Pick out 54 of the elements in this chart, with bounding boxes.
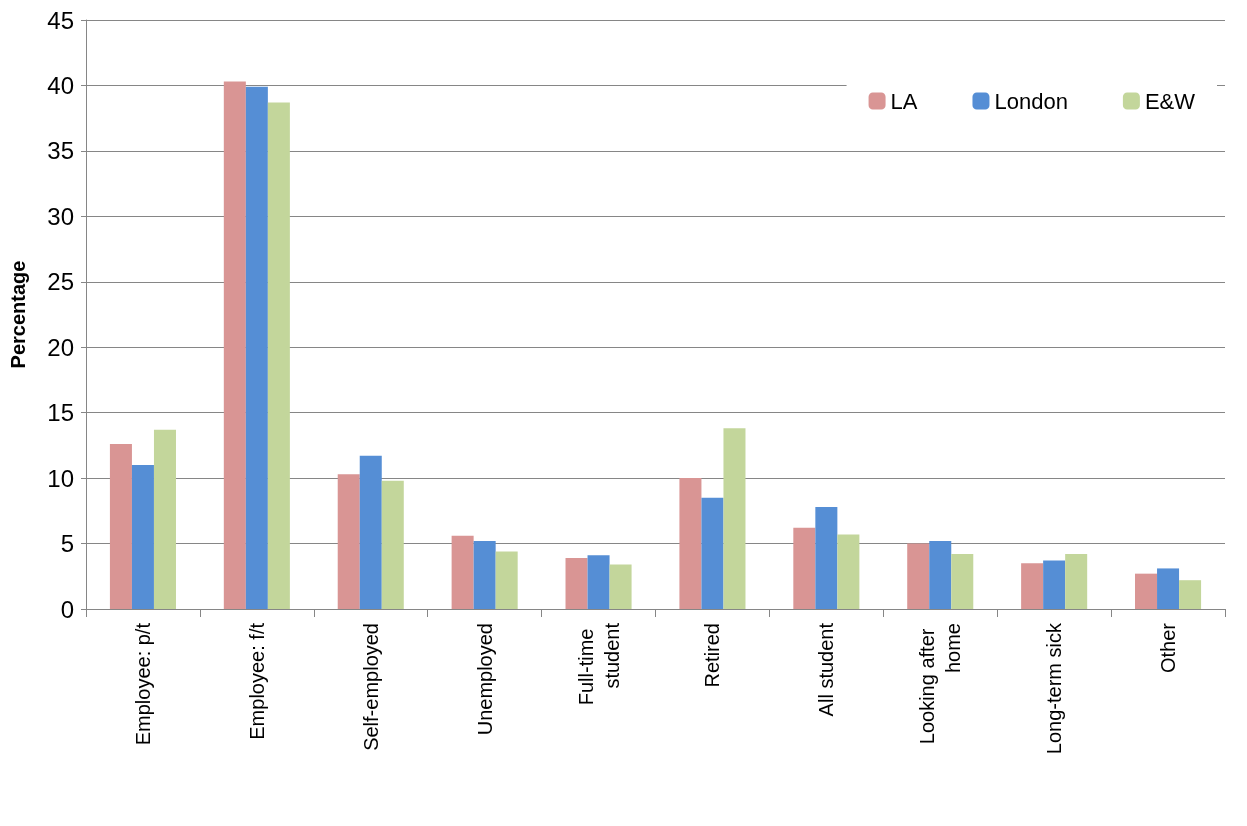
bar [793, 527, 816, 609]
bar [153, 429, 176, 609]
bar [381, 480, 404, 609]
bar [951, 554, 974, 609]
bar [473, 540, 496, 609]
bar [815, 506, 838, 609]
bar [837, 534, 860, 609]
y-tick-label: 30 [47, 202, 74, 230]
bar [1065, 554, 1088, 609]
bar [1043, 560, 1066, 609]
bar [131, 465, 154, 609]
bar [907, 543, 930, 609]
y-tick-label: 25 [47, 268, 74, 296]
y-axis-title: Percentage [7, 260, 29, 369]
y-tick-label: 35 [47, 137, 74, 165]
y-tick-label: 15 [47, 399, 74, 427]
bar [609, 564, 632, 609]
bar [451, 535, 474, 609]
bar [1135, 573, 1158, 609]
bar [701, 497, 724, 609]
bar [245, 86, 268, 609]
y-tick-label: 45 [47, 6, 74, 34]
x-tick-label: Full-time student [574, 622, 623, 706]
bar [587, 555, 610, 609]
x-tick-label: All student [815, 622, 838, 717]
x-tick-label: Looking after home [916, 623, 965, 745]
bar [723, 428, 746, 609]
legend-label: E&W [1144, 88, 1196, 114]
bar [495, 551, 518, 609]
x-tick-label: Unemployed [473, 623, 496, 736]
bar [1157, 568, 1180, 609]
bar [359, 455, 382, 609]
legend-label: LA [890, 88, 918, 114]
y-tick-label: 40 [47, 71, 74, 99]
bar [223, 81, 246, 609]
x-tick-label: Retired [701, 623, 724, 688]
bar [929, 540, 952, 609]
bar [679, 478, 702, 609]
bar [337, 474, 360, 609]
y-tick-label: 20 [47, 333, 74, 361]
y-tick-label: 0 [60, 595, 74, 623]
x-tick-label: Employee: p/t [131, 622, 154, 746]
x-tick-label: Other [1157, 622, 1180, 674]
bar [565, 557, 588, 609]
bar [1021, 563, 1044, 609]
x-tick-label: Long-term sick [1043, 622, 1066, 755]
x-tick-label: Self-employed [359, 623, 382, 751]
x-tick-label: Employee: f/t [245, 622, 268, 740]
legend-label: London [994, 88, 1068, 114]
bar [267, 102, 290, 609]
y-tick-label: 10 [47, 464, 74, 492]
y-tick-label: 5 [60, 530, 74, 558]
bar [1179, 580, 1202, 609]
bar [109, 444, 132, 609]
